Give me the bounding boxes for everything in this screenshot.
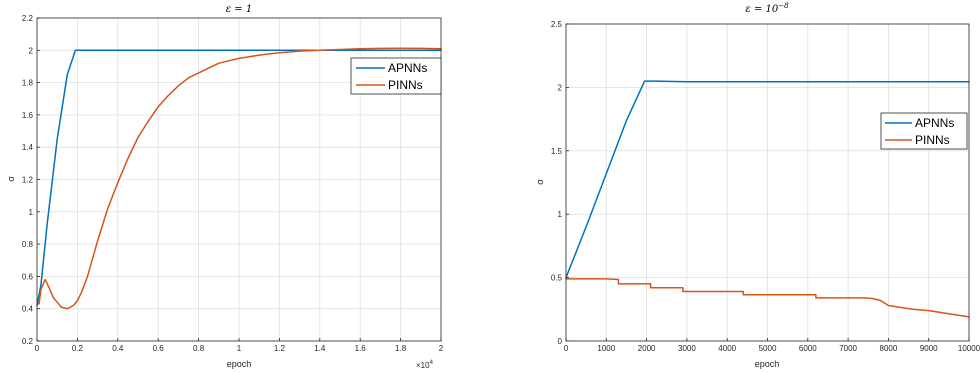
xticks-left: 0 0.2 0.4 0.6 0.8 1 1.2 1.4 1.6 1.8 2: [35, 338, 444, 353]
y-tick-label: 1: [29, 208, 34, 217]
legend-label-apnns-left: APNNs: [388, 61, 427, 75]
y-tick-label: 2.5: [551, 20, 563, 29]
chart-title-right: ε = 10−8: [745, 2, 789, 15]
legend-label-pinns-right: PINNs: [915, 133, 950, 147]
series-right: [565, 80, 970, 318]
y-tick-label: 0.2: [22, 337, 34, 346]
x-tick-label: 10000: [958, 344, 980, 353]
x-tick-label: 3000: [678, 344, 696, 353]
series-line-apnns-right: [565, 80, 970, 279]
x-tick-label: 1.8: [395, 344, 407, 353]
x-tick-label: 1.6: [355, 344, 367, 353]
legend-left: APNNs PINNs: [350, 57, 442, 95]
yticks-left: 0.2 0.4 0.6 0.8 1 1.2 1.4 1.6 1.8 2 2.2: [22, 14, 40, 346]
x-tick-label: 2: [439, 344, 444, 353]
y-tick-label: 1: [558, 210, 563, 219]
x-tick-label: 0.2: [72, 344, 84, 353]
x-tick-label: 4000: [718, 344, 736, 353]
x-axis-multiplier: ×104: [416, 360, 434, 370]
series-left: [36, 47, 442, 310]
x-tick-label: 2000: [638, 344, 656, 353]
y-tick-label: 2: [558, 83, 563, 92]
x-tick-label: 8000: [880, 344, 898, 353]
x-tick-label: 1: [237, 344, 242, 353]
y-tick-label: 2: [29, 46, 34, 55]
x-tick-label: 0.4: [112, 344, 124, 353]
chart-title-left: ε = 1: [226, 4, 252, 15]
series-line-pinns-left: [36, 47, 442, 310]
y-axis-label-left: σ: [6, 176, 16, 182]
y-tick-label: 0: [558, 337, 563, 346]
x-tick-label: 7000: [839, 344, 857, 353]
x-tick-label: 1.2: [274, 344, 286, 353]
chart-right: 0 1000 2000 3000 4000 5000 6000 7000 8000 9000 100…: [535, 2, 980, 369]
x-tick-label: 1000: [597, 344, 615, 353]
y-tick-label: 2.2: [22, 14, 34, 23]
yticks-right: 0 0.5 1 1.5 2 2.5: [551, 20, 569, 346]
series-line-pinns-right: [565, 278, 970, 318]
x-tick-label: 1.4: [314, 344, 326, 353]
x-tick-label: 0: [564, 344, 569, 353]
y-axis-label-right: σ: [535, 179, 545, 185]
x-axis-label-right: epoch: [755, 359, 780, 369]
y-tick-label: 0.6: [22, 272, 34, 281]
x-tick-label: 9000: [920, 344, 938, 353]
x-tick-label: 5000: [759, 344, 777, 353]
y-tick-label: 1.4: [22, 143, 34, 152]
y-tick-label: 1.5: [551, 147, 563, 156]
y-tick-label: 0.4: [22, 305, 34, 314]
x-axis-label-left: epoch: [227, 359, 252, 369]
chart-left: 0 0.2 0.4 0.6 0.8 1 1.2 1.4 1.6 1.8 2 0.20.40.60.8…: [6, 4, 444, 370]
x-tick-label: 0.8: [193, 344, 205, 353]
y-tick-label: 1.6: [22, 111, 34, 120]
y-tick-label: 0.5: [551, 274, 563, 283]
y-tick-label: 1.8: [22, 79, 34, 88]
grid-right: [565, 23, 970, 342]
legend-label-apnns-right: APNNs: [915, 116, 954, 130]
legend-label-pinns-left: PINNs: [388, 78, 423, 92]
x-tick-label: 6000: [799, 344, 817, 353]
xticks-right: 0 1000 2000 3000 4000 5000 6000 7000 8000 9000 100…: [564, 338, 980, 353]
y-tick-label: 0.8: [22, 240, 34, 249]
x-tick-label: 0.6: [153, 344, 165, 353]
y-tick-label: 1.2: [22, 176, 34, 185]
x-tick-label: 0: [35, 344, 40, 353]
legend-right: APNNs PINNs: [880, 112, 968, 150]
